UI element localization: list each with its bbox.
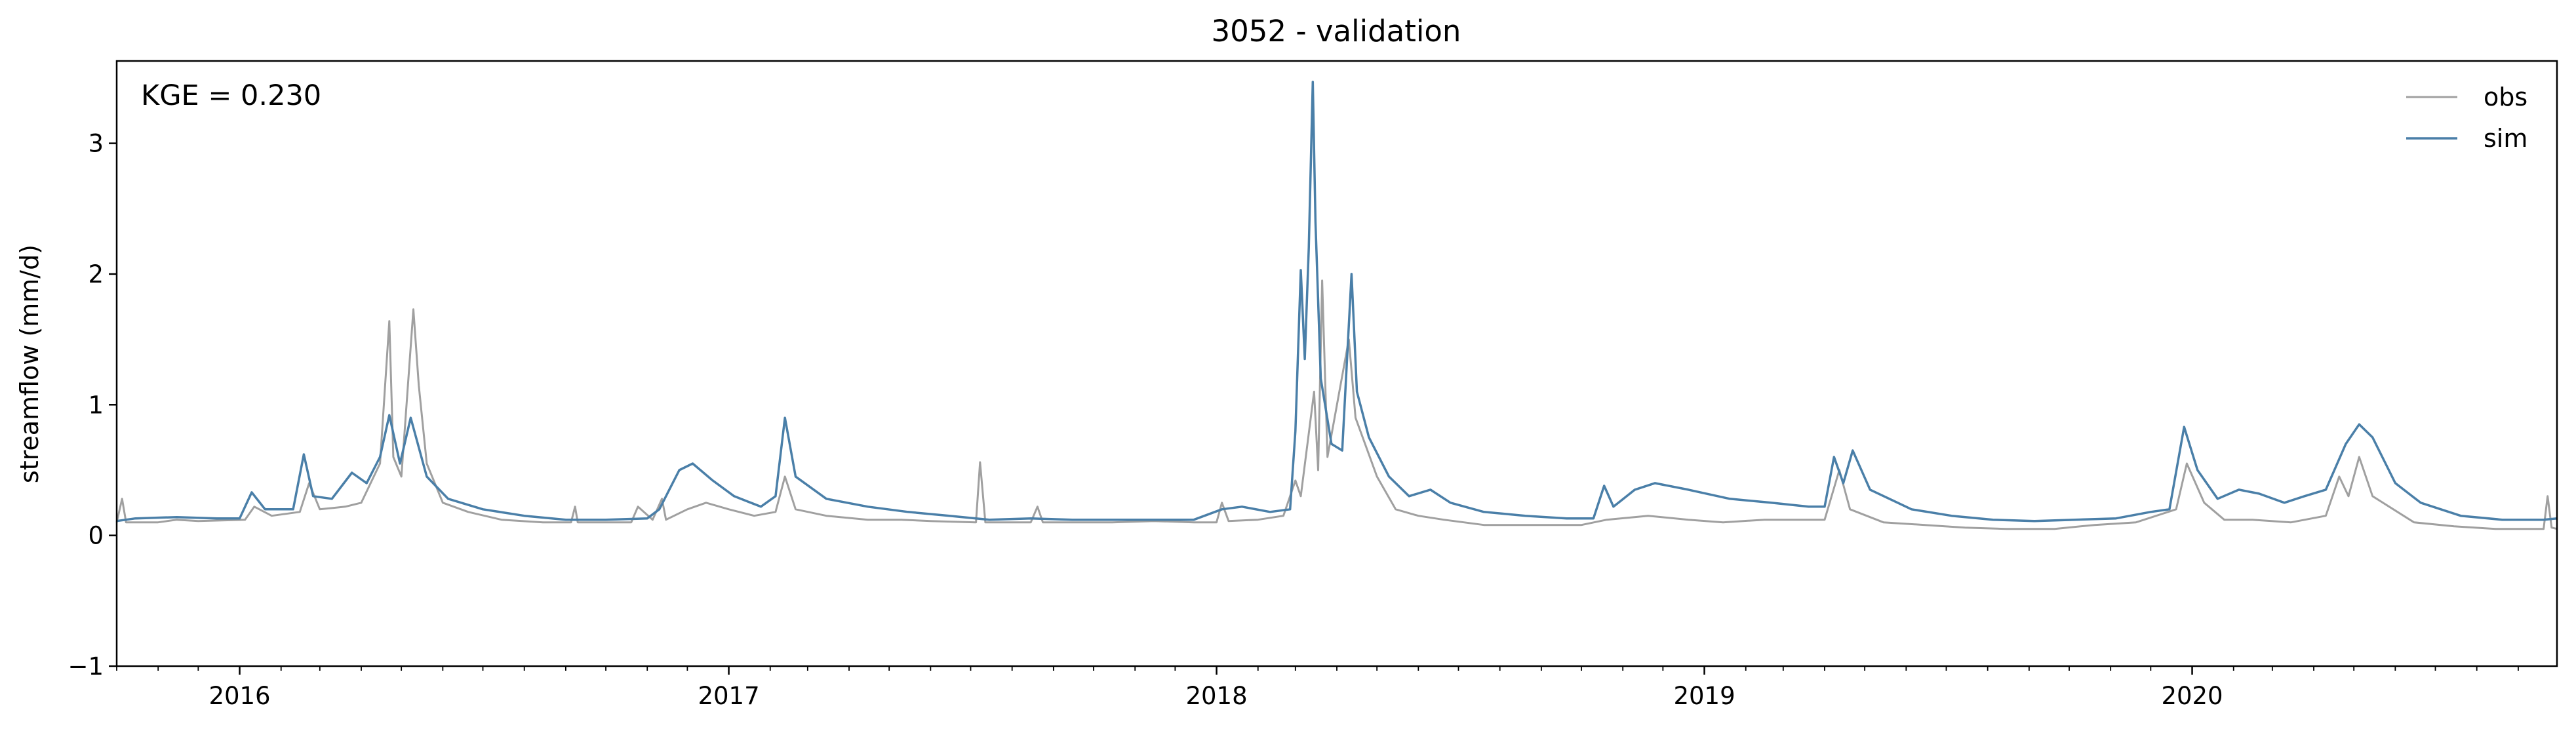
legend: obs sim — [2406, 83, 2527, 153]
x-tick-label: 2016 — [208, 682, 270, 710]
x-tick-label: 2018 — [1185, 682, 1247, 710]
x-tick-label: 2019 — [1673, 682, 1735, 710]
legend-label-obs: obs — [2484, 83, 2527, 111]
x-axis: 2016 2017 2018 2019 2020 — [116, 666, 2519, 710]
y-tick-label: 1 — [88, 391, 104, 419]
x-tick-label: 2020 — [2161, 682, 2223, 710]
y-tick-label: 2 — [88, 260, 104, 288]
y-axis-label: streamflow (mm/d) — [15, 245, 44, 483]
y-tick-label: 3 — [88, 130, 104, 158]
y-tick-label: 0 — [88, 522, 104, 550]
series-layer — [115, 81, 2558, 530]
plot-frame — [115, 60, 2558, 667]
series-line-sim — [116, 81, 2558, 523]
series-line-obs — [115, 279, 2558, 530]
y-tick-label: −1 — [68, 652, 104, 681]
y-axis: −1 0 1 2 3 — [68, 130, 117, 681]
legend-label-sim: sim — [2484, 124, 2527, 153]
kge-annotation: KGE = 0.230 — [141, 79, 321, 112]
chart-title: 3052 - validation — [1212, 14, 1461, 49]
x-tick-label: 2017 — [698, 682, 759, 710]
